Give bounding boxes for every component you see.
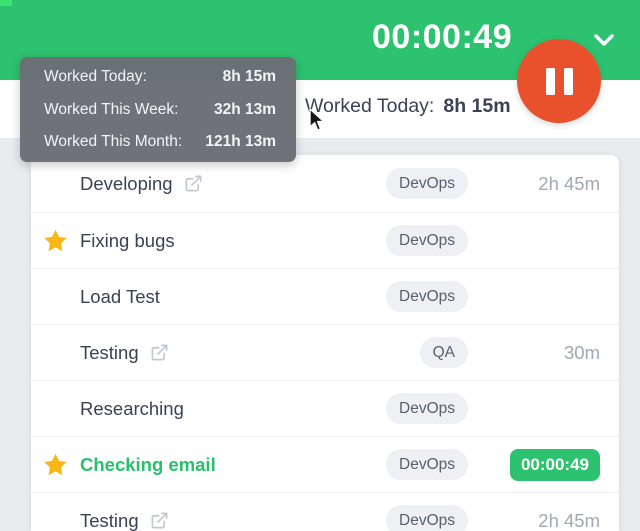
time-column: 2h 45m <box>468 510 619 531</box>
tooltip-label: Worked This Week: <box>44 100 179 118</box>
tag-pill: QA <box>419 337 468 368</box>
favorite-star-icon[interactable] <box>31 452 80 478</box>
worked-time-tooltip: Worked Today: 8h 15m Worked This Week: 3… <box>20 57 296 162</box>
tooltip-row-month: Worked This Month: 121h 13m <box>44 133 276 151</box>
worked-today-label: Worked Today: <box>305 94 435 117</box>
tag-pill: DevOps <box>386 168 468 199</box>
pause-icon <box>563 67 573 95</box>
tag-pill: DevOps <box>386 225 468 256</box>
tooltip-label: Worked Today: <box>44 68 147 85</box>
task-row[interactable]: Checking email DevOps 00:00:49 <box>31 437 619 493</box>
task-time: 2h 45m <box>538 509 600 531</box>
corner-indicator <box>0 0 12 6</box>
task-name: Developing <box>80 172 173 194</box>
task-list: Developing DevOps 2h 45m Fixing bugs <box>31 155 619 531</box>
task-time: 00:00:49 <box>509 448 600 481</box>
task-row[interactable]: Researching DevOps <box>31 381 619 437</box>
tag-pill: DevOps <box>386 393 468 424</box>
chevron-down-icon[interactable] <box>592 33 618 53</box>
task-name: Fixing bugs <box>80 229 175 251</box>
worked-today-summary: Worked Today: 8h 15m <box>305 80 511 132</box>
task-row[interactable]: Testing DevOps 2h 45m <box>31 493 619 531</box>
task-name: Testing <box>80 341 139 363</box>
task-row[interactable]: Developing DevOps 2h 45m <box>31 155 619 213</box>
task-row[interactable]: Testing QA 30m <box>31 325 619 381</box>
running-timer-display: 00:00:49 <box>372 18 513 56</box>
time-column: 30m <box>468 342 619 364</box>
task-time: 30m <box>564 341 600 363</box>
tooltip-row-week: Worked This Week: 32h 13m <box>44 101 276 119</box>
pause-icon <box>545 67 555 95</box>
favorite-star-icon[interactable] <box>31 228 80 254</box>
task-name: Researching <box>80 397 184 419</box>
task-name: Checking email <box>80 453 216 475</box>
task-row[interactable]: Load Test DevOps <box>31 269 619 325</box>
tag-pill: DevOps <box>386 505 468 531</box>
task-time: 2h 45m <box>538 172 600 194</box>
worked-today-value: 8h 15m <box>443 94 511 117</box>
tag-pill: DevOps <box>386 449 468 480</box>
tooltip-label: Worked This Month: <box>44 133 183 150</box>
tag-pill: DevOps <box>386 281 468 312</box>
task-row[interactable]: Fixing bugs DevOps <box>31 213 619 269</box>
external-link-icon[interactable] <box>150 343 169 362</box>
tooltip-value: 121h 13m <box>205 133 276 150</box>
tooltip-row-today: Worked Today: 8h 15m <box>44 68 276 86</box>
time-column: 2h 45m <box>468 173 619 195</box>
tooltip-value: 8h 15m <box>222 68 276 85</box>
external-link-icon[interactable] <box>184 174 203 193</box>
tooltip-value: 32h 13m <box>213 100 276 118</box>
external-link-icon[interactable] <box>150 511 169 530</box>
task-name: Load Test <box>80 285 160 307</box>
pause-button[interactable] <box>517 39 601 123</box>
task-name: Testing <box>80 509 139 531</box>
time-column: 00:00:49 <box>468 448 619 481</box>
